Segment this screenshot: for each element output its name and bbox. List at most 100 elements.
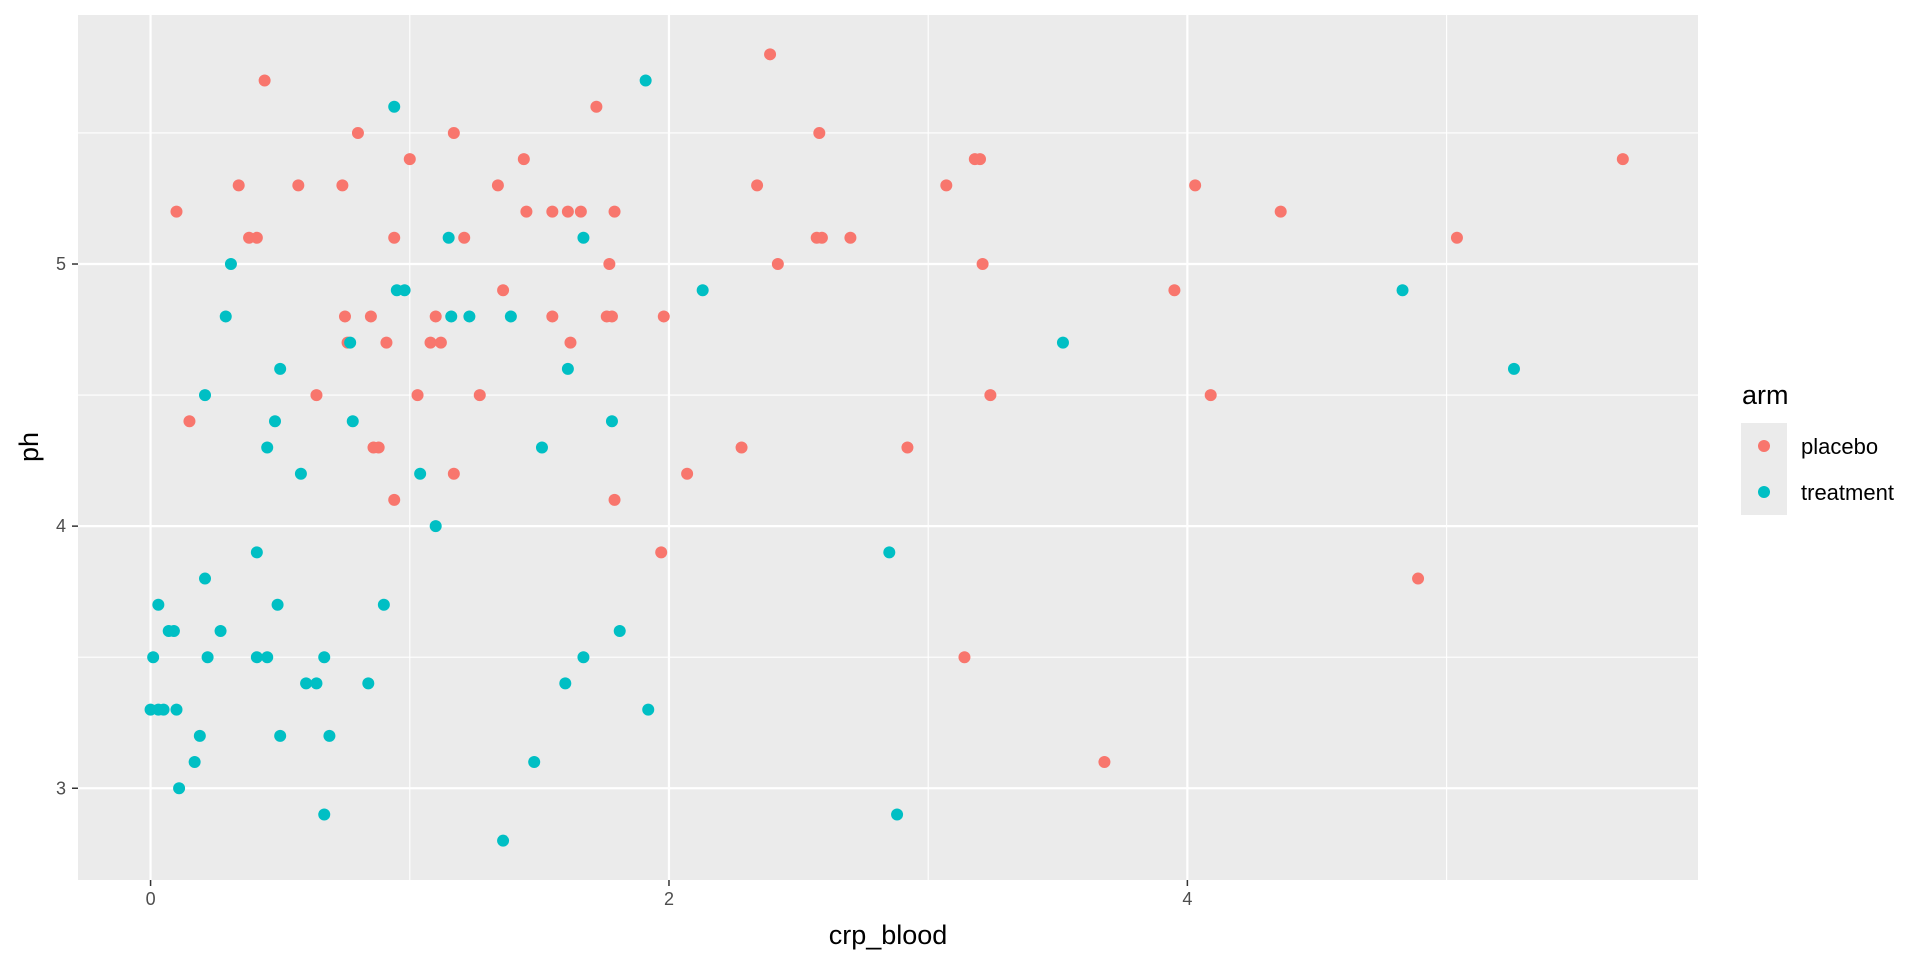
data-point-treatment: [559, 677, 572, 690]
data-point-placebo: [170, 205, 183, 218]
data-point-treatment: [535, 441, 548, 454]
data-point-placebo: [310, 389, 323, 402]
data-point-placebo: [751, 179, 764, 192]
data-point-placebo: [605, 310, 618, 323]
data-point-treatment: [577, 651, 590, 664]
data-point-placebo: [735, 441, 748, 454]
grid-minor-y: [78, 132, 1698, 658]
data-point-treatment: [891, 808, 904, 821]
data-point-placebo: [1412, 572, 1425, 585]
data-point-treatment: [318, 808, 331, 821]
data-point-treatment: [344, 336, 357, 349]
data-point-treatment: [445, 310, 458, 323]
data-point-placebo: [447, 126, 460, 139]
data-point-placebo: [1204, 389, 1217, 402]
data-point-treatment: [300, 677, 313, 690]
data-point-placebo: [681, 467, 694, 480]
data-point-placebo: [497, 284, 510, 297]
data-point-treatment: [188, 756, 201, 769]
data-point-treatment: [1396, 284, 1409, 297]
data-point-placebo: [336, 179, 349, 192]
legend-label-placebo: placebo: [1801, 434, 1878, 459]
data-point-treatment: [310, 677, 323, 690]
data-point-placebo: [655, 546, 668, 559]
data-point-treatment: [577, 231, 590, 244]
grid-major-y: [78, 262, 1698, 790]
data-point-treatment: [147, 651, 160, 664]
data-point-treatment: [362, 677, 375, 690]
data-point-placebo: [976, 258, 989, 271]
data-point-treatment: [463, 310, 476, 323]
data-point-placebo: [1189, 179, 1202, 192]
data-point-treatment: [271, 598, 284, 611]
data-point-placebo: [574, 205, 587, 218]
data-point-placebo: [403, 153, 416, 166]
y-axis: 3 4 5: [56, 254, 78, 798]
data-point-placebo: [608, 205, 621, 218]
grid-major-x: [149, 15, 1189, 880]
data-point-treatment: [398, 284, 411, 297]
data-point-placebo: [388, 231, 401, 244]
data-point-treatment: [414, 467, 427, 480]
data-point-treatment: [214, 624, 227, 637]
data-point-placebo: [491, 179, 504, 192]
data-point-placebo: [183, 415, 196, 428]
data-point-placebo: [351, 126, 364, 139]
legend-marker-treatment: [1758, 486, 1770, 498]
data-point-treatment: [274, 362, 287, 375]
x-axis-title: crp_blood: [829, 920, 948, 950]
data-point-treatment: [528, 756, 541, 769]
data-point-placebo: [520, 205, 533, 218]
data-point-placebo: [1616, 153, 1629, 166]
data-point-treatment: [561, 362, 574, 375]
data-point-treatment: [696, 284, 709, 297]
data-point-treatment: [346, 415, 359, 428]
data-point-treatment: [883, 546, 896, 559]
data-point-placebo: [940, 179, 953, 192]
data-point-placebo: [984, 389, 997, 402]
data-point-treatment: [261, 651, 274, 664]
data-point-placebo: [813, 126, 826, 139]
data-point-placebo: [250, 231, 263, 244]
data-point-treatment: [497, 834, 510, 847]
data-point-placebo: [380, 336, 393, 349]
plot-panel: [78, 15, 1698, 880]
data-point-placebo: [901, 441, 914, 454]
data-point-treatment: [318, 651, 331, 664]
data-point-treatment: [170, 703, 183, 716]
x-tick-label: 4: [1182, 889, 1192, 909]
data-point-treatment: [224, 258, 237, 271]
data-point-treatment: [173, 782, 186, 795]
data-point-placebo: [372, 441, 385, 454]
data-point-placebo: [844, 231, 857, 244]
y-tick-label: 5: [56, 254, 66, 274]
data-point-treatment: [388, 100, 401, 113]
x-tick-label: 2: [664, 889, 674, 909]
data-point-placebo: [429, 310, 442, 323]
data-point-treatment: [219, 310, 232, 323]
data-point-placebo: [546, 310, 559, 323]
data-point-treatment: [261, 441, 274, 454]
legend: arm placebo treatment: [1741, 380, 1894, 515]
data-point-treatment: [1507, 362, 1520, 375]
data-point-placebo: [608, 493, 621, 506]
data-point-treatment: [167, 624, 180, 637]
data-point-placebo: [338, 310, 351, 323]
data-point-placebo: [1450, 231, 1463, 244]
data-point-treatment: [323, 729, 336, 742]
data-point-placebo: [603, 258, 616, 271]
data-point-placebo: [771, 258, 784, 271]
data-point-placebo: [564, 336, 577, 349]
data-point-placebo: [458, 231, 471, 244]
data-point-treatment: [157, 703, 170, 716]
data-point-placebo: [764, 48, 777, 61]
data-point-placebo: [546, 205, 559, 218]
x-axis: 0 2 4: [146, 880, 1192, 909]
data-point-placebo: [657, 310, 670, 323]
legend-title: arm: [1742, 380, 1789, 410]
data-point-placebo: [517, 153, 530, 166]
legend-marker-placebo: [1758, 440, 1770, 452]
data-point-treatment: [199, 572, 212, 585]
y-tick-label: 3: [56, 778, 66, 798]
